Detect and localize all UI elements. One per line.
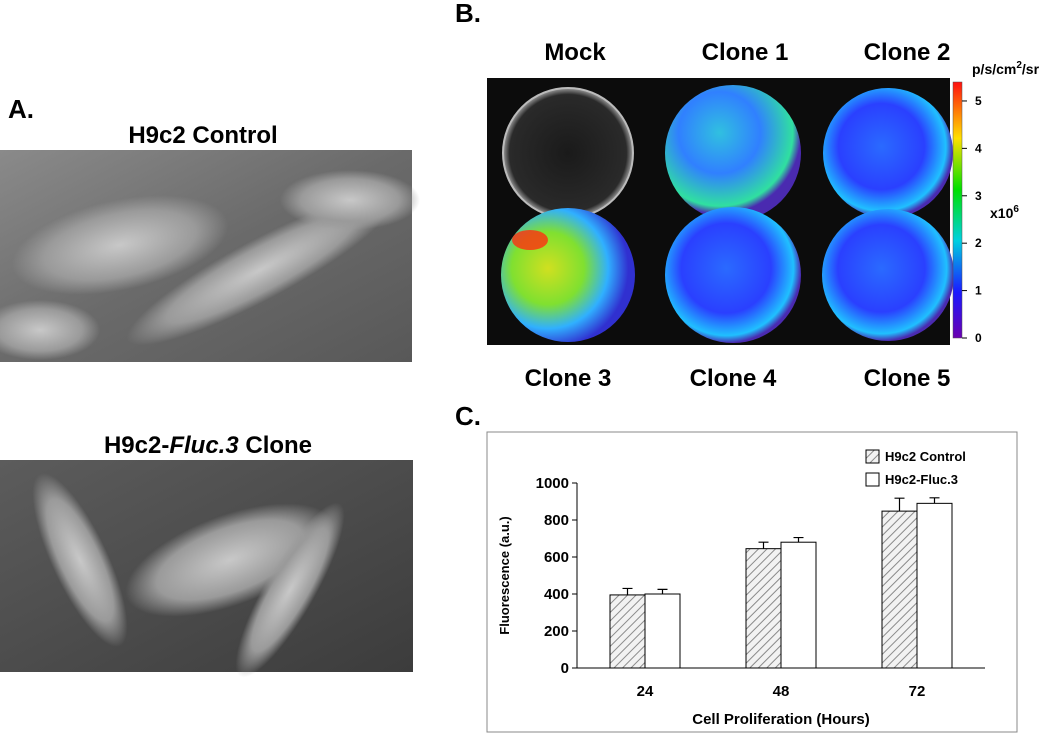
panel-label: A.: [8, 94, 34, 124]
micrograph: [0, 150, 420, 362]
legend-label: H9c2 Control: [885, 449, 966, 464]
unit-part: p/s/cm: [972, 61, 1016, 77]
bar-chart: C. 0 200 400 600 800 1000 Fluorescence (a.u.) Ce…: [455, 401, 985, 728]
y-axis-label: Fluorescence (a.u.): [497, 516, 512, 634]
y-tick-label: 800: [544, 512, 569, 529]
multiplier-part: x10: [990, 205, 1014, 221]
x-axis-label: Cell Proliferation (Hours): [692, 711, 870, 728]
image-title: H9c2 Control: [128, 122, 277, 149]
colorbar-multiplier: x106: [990, 204, 1019, 221]
error-bar: [894, 497, 905, 512]
x-tick-label: 72: [909, 683, 926, 700]
x-tick-label: 24: [637, 683, 654, 700]
chart-frame: [486, 431, 1018, 733]
colorbar-tick-label: 4: [975, 141, 982, 155]
well-label: Clone 2: [864, 39, 951, 66]
error-bar: [929, 497, 940, 504]
panel-label: C.: [455, 401, 481, 431]
legend-label: H9c2-Fluc.3: [885, 472, 958, 487]
colorbar-fill: [952, 81, 963, 339]
well-label: Clone 3: [525, 365, 612, 392]
bar: [609, 594, 646, 669]
title-part: H9c2-: [104, 432, 169, 459]
title-part: Fluc.3: [169, 432, 239, 459]
micrograph: [0, 460, 413, 678]
bar: [780, 541, 817, 669]
error-bar: [758, 541, 769, 549]
unit-part: 2: [1016, 60, 1022, 71]
legend-swatch: [865, 449, 880, 464]
multiplier-part: 6: [1013, 204, 1019, 215]
y-tick-label: 200: [544, 623, 569, 640]
bar: [916, 502, 953, 669]
unit-part: /sr: [1022, 61, 1040, 77]
well-plate: [487, 78, 954, 345]
y-tick-label: 1000: [536, 475, 569, 492]
well-label: Clone 5: [864, 365, 951, 392]
well-label: Clone 1: [702, 39, 789, 66]
colorbar: 0 1 2 3 4 5: [952, 81, 982, 345]
y-tick-label: 400: [544, 586, 569, 603]
colorbar-tick-label: 3: [975, 189, 982, 203]
image-title: H9c2-Fluc.3 Clone: [104, 432, 312, 459]
error-bar: [657, 588, 668, 594]
bar: [881, 510, 918, 669]
well-label: Clone 4: [690, 365, 777, 392]
bar: [745, 548, 782, 669]
y-tick-label: 0: [561, 660, 569, 677]
colorbar-tick-label: 0: [975, 331, 982, 345]
well-label: Mock: [544, 39, 606, 66]
y-tick-label: 600: [544, 549, 569, 566]
error-bar: [793, 536, 804, 543]
error-bar: [622, 587, 633, 595]
colorbar-unit: p/s/cm2/sr: [972, 60, 1040, 77]
colorbar-tick-label: 2: [975, 236, 982, 250]
title-part: Clone: [239, 432, 312, 459]
colorbar-tick-label: 1: [975, 284, 982, 298]
colorbar-tick-label: 5: [975, 94, 982, 108]
panel-label: B.: [455, 0, 481, 28]
legend-swatch: [865, 472, 880, 487]
x-tick-label: 48: [773, 683, 790, 700]
bar: [644, 593, 681, 669]
